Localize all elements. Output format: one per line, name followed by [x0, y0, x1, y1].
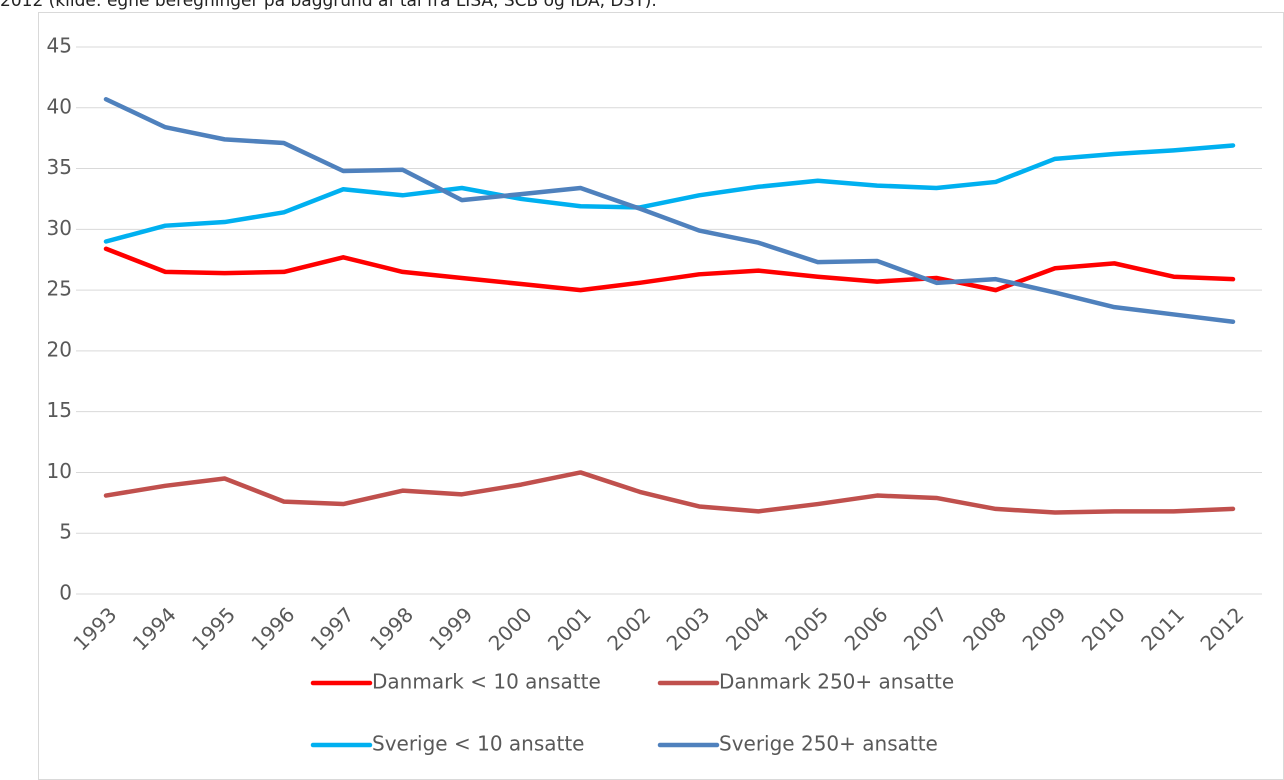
legend-label: Sverige < 10 ansatte: [372, 732, 585, 756]
y-tick-label: 15: [47, 398, 72, 422]
y-tick-label: 30: [47, 216, 72, 240]
caption: 2012 (kilde: egne beregninger på baggrun…: [0, 0, 657, 11]
chart-frame: [38, 12, 1284, 780]
legend-label: Danmark 250+ ansatte: [719, 670, 954, 694]
series-line: [103, 97, 1236, 324]
series-line: [103, 470, 1236, 515]
y-tick-label: 20: [47, 337, 72, 361]
y-tick-label: 45: [47, 34, 72, 58]
y-tick-label: 35: [47, 155, 72, 179]
series-line: [103, 246, 1236, 293]
series-line: [103, 143, 1236, 244]
legend-label: Sverige 250+ ansatte: [719, 732, 938, 756]
y-tick-label: 0: [59, 581, 72, 605]
y-tick-label: 40: [47, 94, 72, 118]
y-tick-label: 25: [47, 277, 72, 301]
y-tick-label: 5: [59, 520, 72, 544]
y-tick-label: 10: [47, 459, 72, 483]
legend-label: Danmark < 10 ansatte: [372, 670, 601, 694]
